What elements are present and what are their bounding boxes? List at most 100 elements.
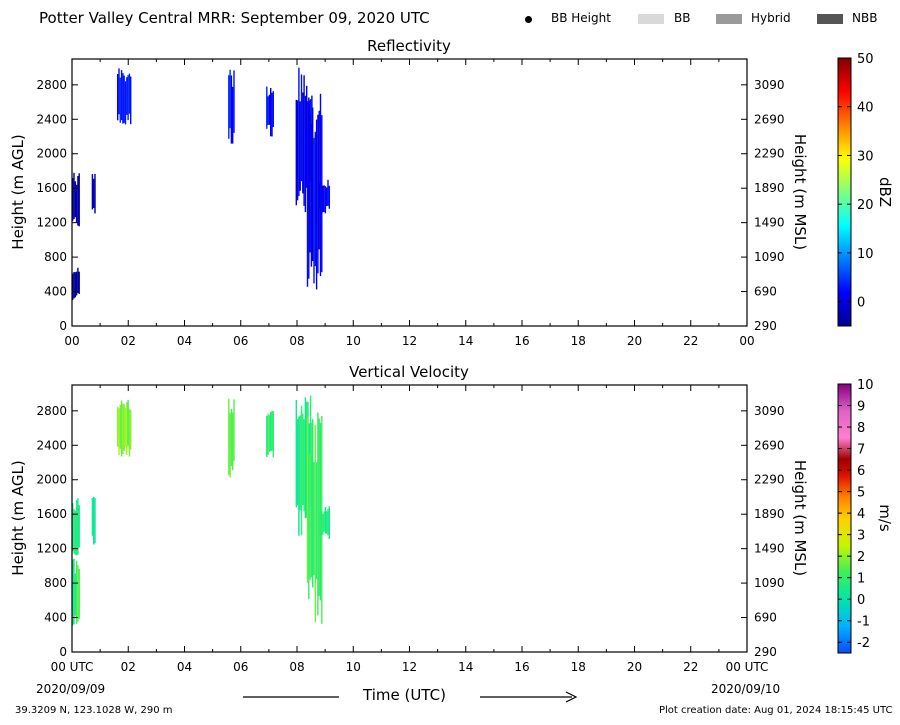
time-arrow-head-icon: [565, 691, 578, 703]
colorbar-tick-label: 0: [857, 593, 865, 608]
y-right-tick-label: 2690: [754, 438, 785, 452]
echo-streak: [306, 124, 309, 287]
echo-streak: [93, 497, 95, 545]
reflectivity-panel: Reflectivity 00 02 04 06 08 10 12 14 16 18 20 22 00 …: [9, 37, 894, 348]
echo-streak: [319, 512, 321, 536]
echo-streak: [303, 75, 305, 206]
reflectivity-colorbar-label: dBZ: [876, 177, 894, 207]
echo-streak: [74, 510, 76, 555]
echo-streak: [299, 101, 301, 191]
echo-streak: [272, 91, 274, 127]
velocity-title: Vertical Velocity: [349, 363, 469, 381]
echo-streak: [315, 462, 318, 580]
echo-streak: [120, 70, 123, 121]
y-right-tick-label: 2290: [754, 473, 785, 487]
x-tick-label: 20: [627, 334, 642, 348]
y-tick-label: 2400: [36, 112, 67, 126]
velocity-plot-frame: [71, 384, 748, 653]
echo-streak: [73, 558, 75, 625]
echo-streak: [326, 187, 328, 207]
echo-streak: [318, 418, 320, 597]
echo-streak: [319, 423, 322, 601]
echo-streak: [232, 412, 234, 471]
echo-streak: [326, 511, 328, 534]
y-tick-label: 1600: [36, 507, 67, 521]
x-tick-label: 08: [289, 334, 304, 348]
echo-streak: [266, 415, 268, 457]
x-tick-label: 14: [458, 334, 473, 348]
echo-streak: [315, 119, 318, 290]
y-right-tick-label: 1090: [754, 576, 785, 590]
echo-streak: [313, 462, 315, 576]
y-right-tick-label: 2290: [754, 147, 785, 161]
echo-streak: [228, 398, 230, 476]
y-tick-label: 400: [44, 611, 67, 625]
echo-streak: [77, 176, 79, 226]
echo-streak: [91, 497, 94, 536]
x-tick-label: 02: [121, 334, 136, 348]
echo-streak: [230, 408, 233, 466]
echo-streak: [232, 86, 234, 144]
echo-streak: [324, 507, 327, 534]
echo-streak: [267, 96, 269, 125]
echo-streak: [310, 457, 313, 578]
y-tick-label: 400: [44, 285, 67, 299]
echo-streak: [314, 131, 316, 267]
y-tick-label: 2000: [36, 473, 67, 487]
reflectivity-colorbar: [837, 57, 852, 327]
y-tick-label: 2800: [36, 78, 67, 92]
echo-streak: [312, 419, 314, 588]
x-tick-label: 18: [571, 660, 586, 674]
echo-streak: [124, 408, 127, 448]
echo-streak: [128, 73, 131, 114]
y-tick-label: 2800: [36, 404, 67, 418]
y-right-tick-label: 1890: [754, 181, 785, 195]
colorbar-tick-label: 9: [857, 400, 865, 415]
colorbar-tick-label: -2: [857, 636, 870, 651]
echo-streak: [117, 74, 119, 121]
echo-streak: [318, 110, 320, 250]
y-right-tick-label: 1490: [754, 542, 785, 556]
echo-streak: [229, 69, 231, 129]
echo-streak: [327, 179, 329, 206]
reflectivity-echoes: [72, 67, 330, 301]
echo-streak: [300, 405, 303, 536]
x-tick-label: 10: [346, 660, 361, 674]
echo-streak: [323, 511, 325, 532]
echo-streak: [233, 399, 235, 461]
y-right-tick-label: 3090: [754, 404, 785, 418]
colorbar-tick-label: 2: [857, 550, 865, 565]
x-tick-label: 10: [346, 334, 361, 348]
echo-streak: [323, 185, 325, 212]
echo-streak: [302, 92, 304, 194]
x-tick-label: 04: [177, 660, 192, 674]
echo-streak: [317, 412, 319, 616]
velocity-echoes: [72, 395, 330, 626]
echo-streak: [233, 70, 235, 133]
y-right-tick-label: 1090: [754, 250, 785, 264]
echo-streak: [74, 272, 76, 298]
x-tick-label: 22: [683, 334, 698, 348]
echo-streak: [127, 399, 129, 446]
echo-streak: [117, 407, 119, 447]
colorbar-tick-label: 3: [857, 529, 865, 544]
echo-streak: [120, 400, 123, 457]
x-tick-label: 04: [177, 334, 192, 348]
echo-streak: [77, 498, 79, 555]
x-tick-label: 14: [458, 660, 473, 674]
echo-streak: [319, 182, 321, 208]
echo-streak: [119, 77, 121, 123]
echo-streak: [324, 186, 327, 214]
echo-streak: [295, 399, 297, 508]
echo-streak: [119, 405, 121, 449]
echo-streak: [304, 397, 307, 519]
echo-streak: [268, 415, 271, 452]
x-tick-label: 00: [64, 334, 79, 348]
echo-streak: [296, 419, 299, 506]
echo-streak: [93, 178, 95, 208]
time-axis-label: Time (UTC): [363, 686, 446, 704]
echo-streak: [299, 415, 301, 511]
y-right-tick-label: 690: [754, 611, 777, 625]
echo-streak: [298, 67, 300, 197]
colorbar-tick-label: 8: [857, 421, 865, 436]
